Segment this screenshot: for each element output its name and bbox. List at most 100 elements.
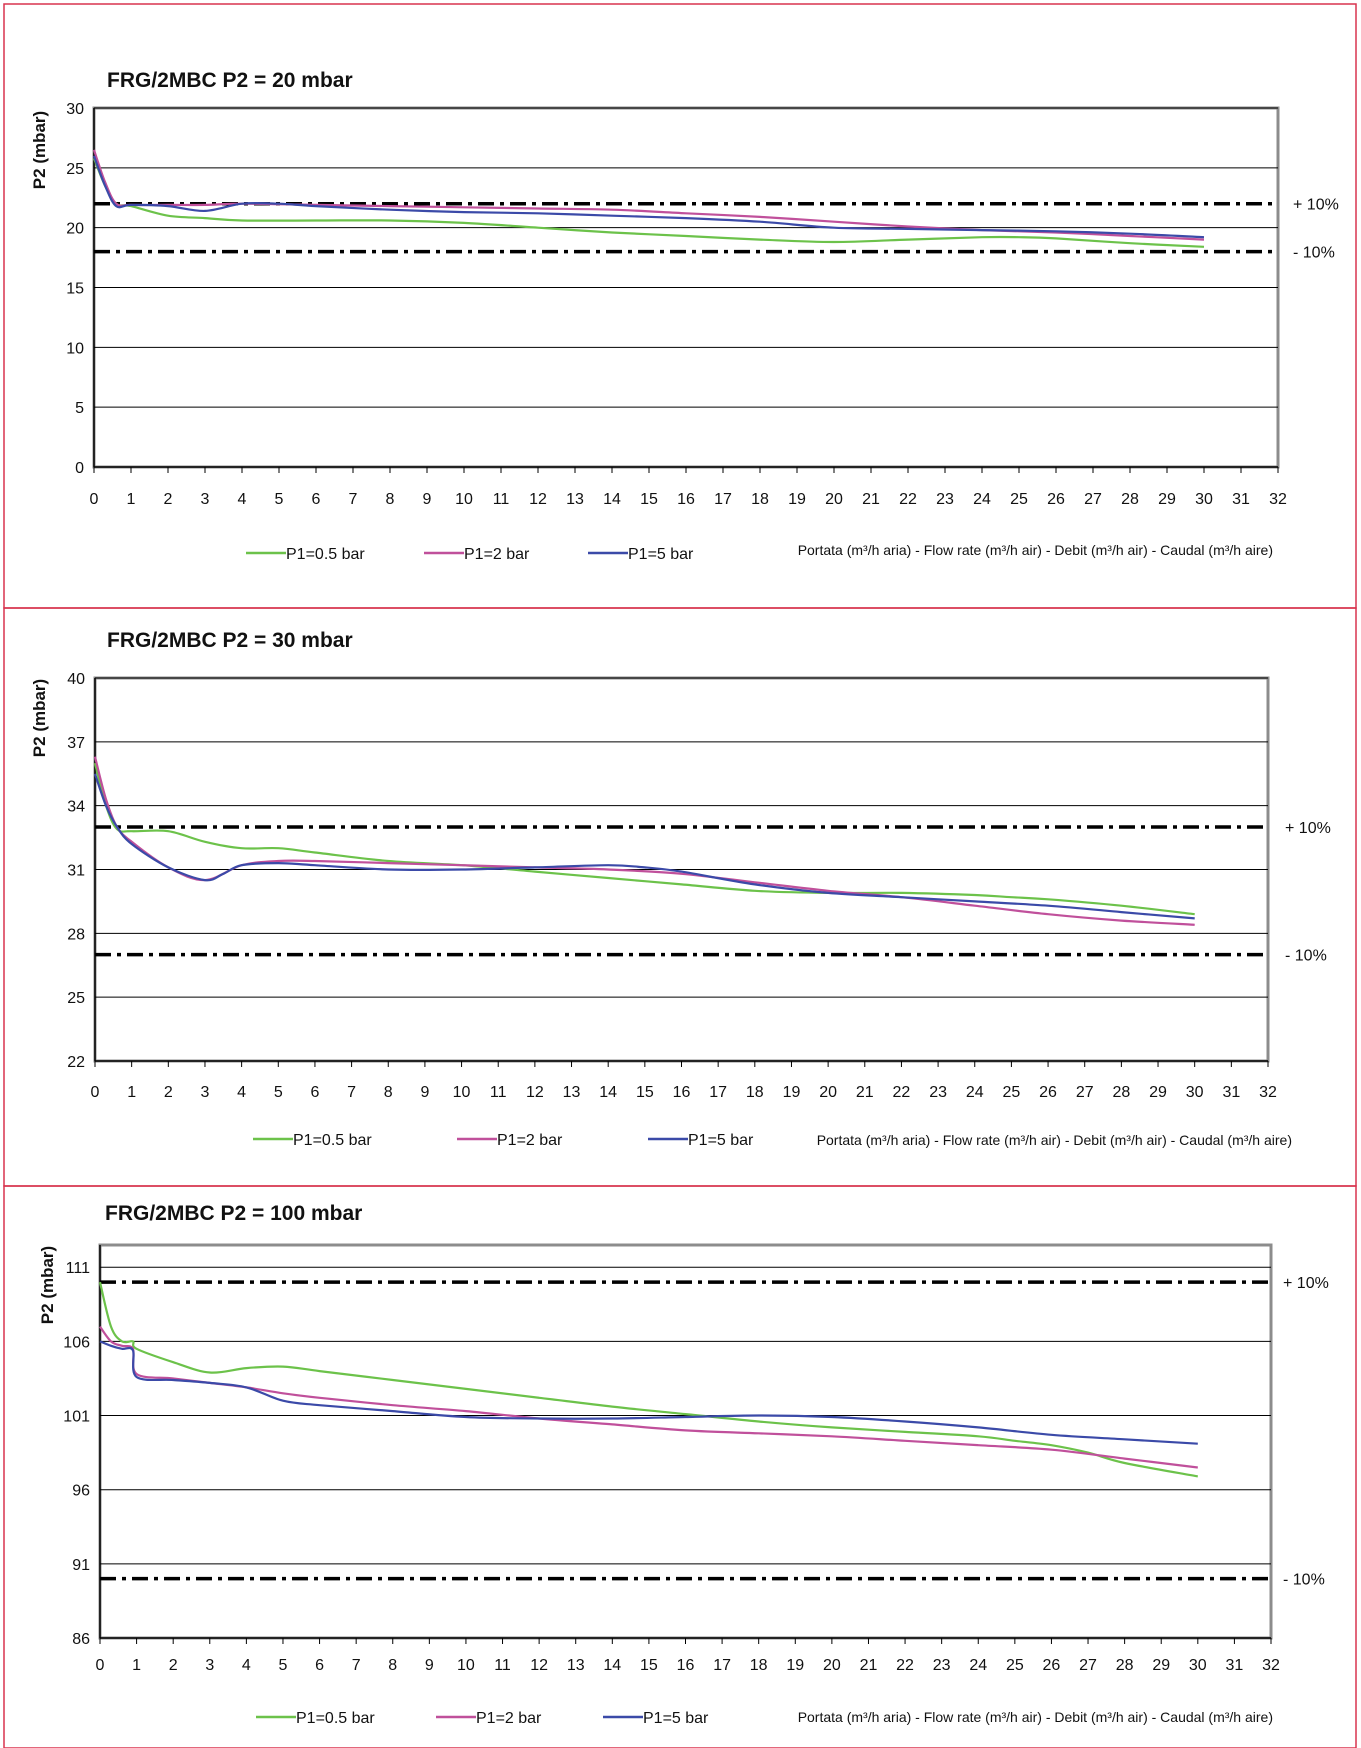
x-tick-label: 9 [425,1657,434,1674]
x-tick-label: 28 [1112,1084,1130,1101]
tolerance-label-lower: - 10% [1285,948,1327,965]
x-tick-label: 4 [242,1657,251,1674]
y-tick-label: 10 [66,340,84,357]
legend: P1=0.5 bar P1=2 bar P1=5 bar [253,1132,754,1149]
x-tick-label: 1 [127,1084,136,1101]
x-tick-label: 3 [205,1657,214,1674]
y-tick-label: 25 [66,161,84,178]
legend-label-series-1: P1=2 bar [476,1710,542,1727]
x-tick-label: 14 [603,1657,621,1674]
x-tick-label: 24 [966,1084,984,1101]
x-tick-label: 19 [788,491,806,508]
x-tick-label: 14 [603,491,621,508]
x-tick-label: 1 [127,491,136,508]
x-tick-label: 17 [714,491,732,508]
x-tick-label: 22 [896,1657,914,1674]
y-tick-label: 25 [67,990,85,1007]
y-tick-label: 31 [67,863,85,880]
x-tick-label: 27 [1084,491,1102,508]
legend-label-series-1: P1=2 bar [497,1132,563,1149]
panel-frame-0 [3,3,1357,609]
x-tick-label: 20 [819,1084,837,1101]
x-tick-label: 10 [457,1657,475,1674]
y-tick-label: 30 [66,101,84,118]
x-tick-label: 21 [860,1657,878,1674]
x-axis-label: Portata (m³/h aria) - Flow rate (m³/h ai… [798,1709,1273,1725]
y-tick-label: 15 [66,281,84,298]
y-tick-label: 22 [67,1054,85,1071]
x-tick-label: 2 [164,1084,173,1101]
legend: P1=0.5 bar P1=2 bar P1=5 bar [246,546,694,563]
x-tick-label: 1 [132,1657,141,1674]
x-tick-label: 31 [1222,1084,1240,1101]
x-tick-label: 0 [90,491,99,508]
x-tick-label: 5 [274,1084,283,1101]
legend: P1=0.5 bar P1=2 bar P1=5 bar [256,1710,709,1727]
x-tick-label: 7 [352,1657,361,1674]
x-tick-label: 8 [386,491,395,508]
x-tick-label: 30 [1186,1084,1204,1101]
x-tick-label: 6 [315,1657,324,1674]
y-tick-label: 28 [67,926,85,943]
x-tick-label: 22 [893,1084,911,1101]
x-tick-label: 25 [1003,1084,1021,1101]
x-tick-label: 11 [493,491,510,508]
x-tick-label: 16 [677,1657,695,1674]
x-tick-label: 0 [91,1084,100,1101]
x-tick-label: 10 [453,1084,471,1101]
x-tick-label: 25 [1006,1657,1024,1674]
y-tick-label: 91 [72,1557,90,1574]
x-tick-label: 7 [349,491,358,508]
tolerance-label-upper: + 10% [1285,820,1331,837]
tolerance-label-upper: + 10% [1283,1275,1329,1292]
x-axis-label: Portata (m³/h aria) - Flow rate (m³/h ai… [798,542,1273,558]
x-tick-label: 3 [201,491,210,508]
x-tick-label: 6 [312,491,321,508]
series-line-1 [99,1325,1198,1469]
series-line-0 [92,157,1205,248]
x-tick-label: 26 [1047,491,1065,508]
x-tick-label: 4 [238,491,247,508]
x-tick-label: 24 [969,1657,987,1674]
x-tick-label: 26 [1039,1084,1057,1101]
x-tick-label: 8 [388,1657,397,1674]
x-tick-label: 16 [677,491,695,508]
x-tick-label: 19 [786,1657,804,1674]
x-tick-label: 29 [1152,1657,1170,1674]
y-tick-label: 37 [67,735,85,752]
x-axis-label: Portata (m³/h aria) - Flow rate (m³/h ai… [817,1132,1292,1148]
x-tick-label: 30 [1195,491,1213,508]
x-tick-label: 29 [1149,1084,1167,1101]
x-tick-label: 31 [1232,491,1250,508]
y-tick-label: 20 [66,221,84,238]
legend-label-series-0: P1=0.5 bar [296,1710,375,1727]
x-tick-label: 2 [164,491,173,508]
x-tick-label: 9 [420,1084,429,1101]
chart-title: FRG/2MBC P2 = 20 mbar [107,69,353,92]
x-tick-label: 5 [275,491,284,508]
x-tick-label: 31 [1226,1657,1244,1674]
legend-label-series-1: P1=2 bar [464,546,530,563]
tolerance-label-lower: - 10% [1283,1572,1325,1589]
x-tick-label: 16 [673,1084,691,1101]
series-line-2 [99,1340,1198,1445]
y-tick-label: 0 [75,460,84,477]
x-tick-label: 20 [823,1657,841,1674]
x-tick-label: 13 [563,1084,581,1101]
x-tick-label: 19 [783,1084,801,1101]
panel-frame-2 [3,1185,1357,1748]
legend-label-series-2: P1=5 bar [688,1132,754,1149]
tolerance-label-upper: + 10% [1293,197,1339,214]
y-axis-label: P2 (mbar) [30,679,49,757]
x-tick-label: 13 [567,1657,585,1674]
x-tick-label: 32 [1259,1084,1277,1101]
y-tick-label: 40 [67,671,85,688]
x-tick-label: 24 [973,491,991,508]
panel-frames [3,3,1357,1748]
x-tick-label: 8 [384,1084,393,1101]
tolerance-label-lower: - 10% [1293,245,1335,262]
chart-title: FRG/2MBC P2 = 100 mbar [105,1202,362,1225]
series-line-2 [93,773,1195,920]
